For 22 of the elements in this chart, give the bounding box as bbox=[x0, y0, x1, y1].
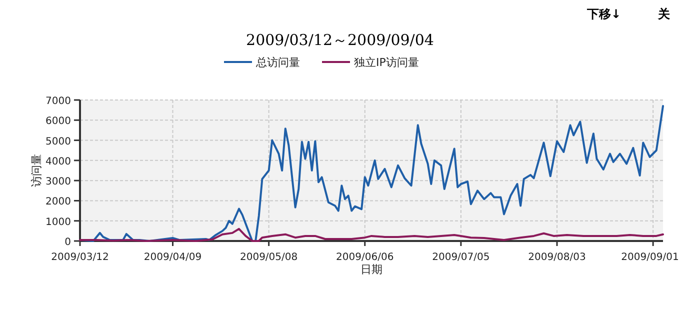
x-tick-label: 2009/09/01 bbox=[621, 252, 679, 263]
legend-label: 总访问量 bbox=[255, 56, 300, 69]
y-axis-title: 访问量 bbox=[30, 154, 43, 187]
y-tick-label: 7000 bbox=[46, 96, 71, 107]
y-tick-label: 1000 bbox=[46, 216, 71, 228]
x-tick-label: 2009/05/08 bbox=[240, 252, 298, 263]
x-tick-label: 2009/06/06 bbox=[336, 252, 394, 263]
text: 下移↓ bbox=[586, 7, 622, 21]
text: 关 bbox=[657, 7, 671, 21]
legend-label: 独立IP访问量 bbox=[354, 56, 419, 69]
y-tick-label: 0 bbox=[64, 237, 71, 248]
y-tick-label: 5000 bbox=[46, 136, 71, 148]
y-tick-label: 6000 bbox=[46, 116, 71, 128]
y-tick-label: 2000 bbox=[46, 196, 71, 208]
x-tick-label: 2009/07/05 bbox=[432, 252, 490, 263]
x-tick-label: 2009/08/03 bbox=[528, 252, 586, 263]
y-tick-label: 3000 bbox=[46, 176, 71, 188]
x-tick-label: 2009/03/12 bbox=[51, 252, 109, 263]
chart-title: 2009/03/12～2009/09/04 bbox=[246, 31, 434, 49]
y-tick-label: 4000 bbox=[46, 156, 71, 168]
x-tick-label: 2009/04/09 bbox=[144, 252, 202, 263]
x-axis-title: 日期 bbox=[360, 263, 382, 276]
